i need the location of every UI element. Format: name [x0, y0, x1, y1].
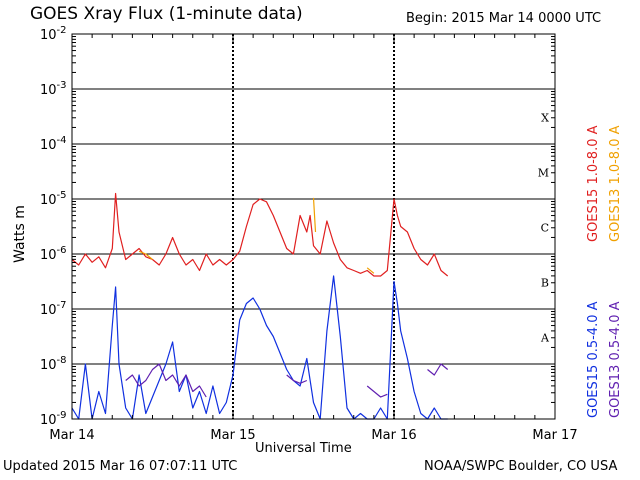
x-tick-labels: Mar 14 Mar 15 Mar 16 Mar 17 — [49, 428, 577, 443]
y-tick-label: 10-5 — [40, 190, 67, 208]
y-tick-label: 10-9 — [40, 410, 67, 428]
x-tick-label: Mar 17 — [532, 428, 577, 443]
x-axis-label: Universal Time — [255, 441, 352, 456]
y-tick-label: 10-7 — [40, 300, 67, 318]
series-line-2 — [71, 275, 448, 420]
flare-class-label: C — [541, 222, 549, 235]
y-tick-label: 10-6 — [40, 245, 67, 263]
y-axis-label: Watts m-2 — [0, 195, 34, 265]
y-gridlines — [72, 88, 555, 365]
legend-goes13-short: GOES13 0.5-4.0 A — [608, 301, 623, 418]
y-axis-label-text: Watts m — [12, 205, 28, 263]
svg-text:Watts m-2: Watts m-2 — [10, 205, 28, 263]
axis-ticks — [71, 34, 556, 419]
x-tick-label: Mar 14 — [49, 428, 94, 443]
y-tick-label: 10-8 — [40, 355, 67, 373]
series-lines — [71, 192, 449, 420]
x-tick-label: Mar 15 — [210, 428, 255, 443]
credit-line: NOAA/SWPC Boulder, CO USA — [424, 459, 618, 474]
x-tick-label: Mar 16 — [371, 428, 416, 443]
y-tick-labels: 10-9 10-8 10-7 10-6 10-5 10-4 10-3 10-2 — [40, 25, 67, 428]
flare-class-label: M — [538, 167, 549, 180]
y-tick-label: 10-4 — [40, 135, 67, 153]
flare-class-label: X — [541, 112, 549, 125]
series-line-3 — [125, 363, 449, 398]
legend-goes15-long: GOES15 1.0-8.0 A — [586, 125, 601, 242]
day-separators — [232, 34, 395, 419]
updated-timestamp: Updated 2015 Mar 16 07:07:11 UTC — [3, 459, 238, 474]
flare-class-labels: A B C M X — [538, 112, 550, 345]
y-tick-label: 10-2 — [40, 25, 67, 43]
legend-goes15-short: GOES15 0.5-4.0 A — [586, 301, 601, 418]
plot-frame — [71, 33, 556, 420]
flare-class-label: B — [541, 277, 549, 290]
flare-class-label: A — [540, 332, 550, 345]
series-line-0 — [71, 192, 449, 277]
begin-time-label: Begin: 2015 Mar 14 0000 UTC — [406, 11, 602, 26]
legend-goes13-long: GOES13 1.0-8.0 A — [608, 125, 623, 242]
y-tick-label: 10-3 — [40, 80, 67, 98]
series-line-1 — [138, 197, 375, 274]
chart-title: GOES Xray Flux (1-minute data) — [30, 4, 303, 24]
